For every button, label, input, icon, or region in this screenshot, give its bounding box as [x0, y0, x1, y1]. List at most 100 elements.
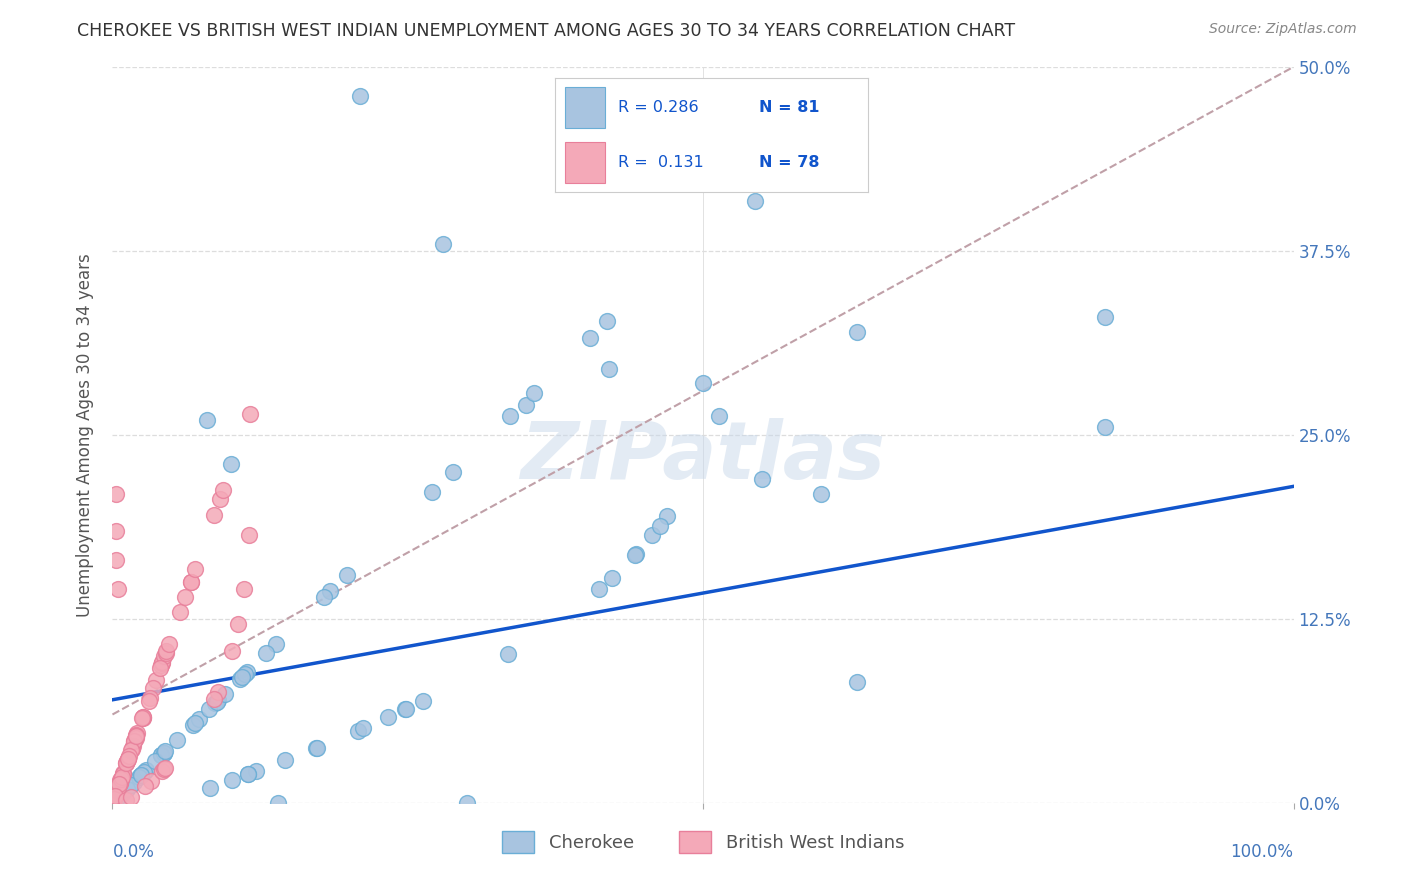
- Point: [155, 644, 177, 658]
- Point: [104, 789, 127, 803]
- Point: [105, 487, 128, 501]
- Point: [239, 407, 262, 421]
- Point: [319, 583, 342, 598]
- Point: [129, 768, 152, 782]
- Point: [641, 528, 664, 542]
- Point: [108, 777, 131, 791]
- Point: [207, 693, 229, 707]
- Point: [125, 730, 148, 744]
- Point: [150, 658, 173, 673]
- Point: [441, 465, 464, 479]
- Point: [129, 768, 152, 782]
- Point: [107, 582, 129, 597]
- Point: [579, 331, 602, 345]
- Point: [744, 194, 766, 208]
- Point: [845, 675, 868, 690]
- Point: [238, 528, 260, 542]
- Point: [124, 731, 146, 745]
- Text: 0.0%: 0.0%: [112, 843, 155, 862]
- Point: [138, 694, 160, 708]
- Point: [115, 756, 138, 771]
- Point: [103, 792, 125, 806]
- Point: [245, 764, 267, 779]
- Point: [515, 398, 537, 412]
- Point: [174, 590, 197, 604]
- Point: [115, 756, 138, 771]
- Point: [209, 491, 232, 506]
- Point: [111, 766, 134, 780]
- Point: [221, 644, 243, 658]
- Point: [180, 575, 202, 590]
- Point: [111, 787, 134, 801]
- Point: [118, 748, 141, 763]
- Point: [134, 779, 156, 793]
- Point: [198, 781, 221, 796]
- Point: [117, 751, 139, 765]
- Point: [131, 710, 153, 724]
- Point: [131, 767, 153, 781]
- Point: [125, 728, 148, 742]
- Point: [600, 571, 623, 585]
- Point: [226, 617, 249, 632]
- Point: [153, 746, 176, 760]
- Point: [233, 666, 256, 681]
- Point: [1094, 420, 1116, 434]
- Point: [751, 472, 773, 486]
- Point: [111, 767, 134, 781]
- Point: [124, 733, 146, 747]
- Point: [122, 775, 145, 789]
- Point: [105, 524, 128, 538]
- Point: [598, 361, 620, 376]
- Point: [121, 739, 143, 753]
- Point: [212, 483, 235, 498]
- Point: [221, 773, 243, 788]
- Point: [132, 709, 155, 723]
- Point: [153, 761, 176, 775]
- Point: [523, 385, 546, 400]
- Point: [238, 767, 260, 781]
- Point: [132, 765, 155, 780]
- Point: [707, 409, 730, 424]
- Point: [236, 767, 259, 781]
- Point: [187, 712, 209, 726]
- Point: [394, 702, 416, 716]
- Point: [110, 772, 132, 786]
- Point: [181, 718, 204, 732]
- Point: [207, 684, 229, 698]
- Point: [810, 487, 832, 501]
- Point: [845, 325, 868, 339]
- Point: [1094, 310, 1116, 325]
- Point: [184, 562, 207, 576]
- Point: [312, 590, 335, 604]
- Point: [120, 743, 142, 757]
- Point: [204, 696, 226, 710]
- Point: [125, 729, 148, 743]
- Text: ZIPatlas: ZIPatlas: [520, 418, 886, 496]
- Point: [143, 755, 166, 769]
- Point: [155, 646, 177, 660]
- Point: [166, 732, 188, 747]
- Point: [588, 582, 610, 596]
- Point: [169, 605, 191, 619]
- Point: [214, 687, 236, 701]
- Point: [110, 773, 132, 788]
- Point: [267, 796, 290, 810]
- Point: [395, 702, 418, 716]
- Point: [254, 646, 277, 660]
- Y-axis label: Unemployment Among Ages 30 to 34 years: Unemployment Among Ages 30 to 34 years: [76, 253, 94, 616]
- Point: [198, 701, 221, 715]
- Point: [115, 793, 138, 807]
- Point: [219, 457, 242, 471]
- Point: [655, 508, 678, 523]
- Point: [104, 787, 127, 801]
- Point: [139, 774, 162, 789]
- Text: Source: ZipAtlas.com: Source: ZipAtlas.com: [1209, 22, 1357, 37]
- Point: [120, 790, 142, 805]
- Legend: Cherokee, British West Indians: Cherokee, British West Indians: [495, 823, 911, 860]
- Point: [377, 710, 399, 724]
- Point: [349, 89, 371, 103]
- Point: [153, 746, 176, 760]
- Point: [264, 637, 287, 651]
- Point: [101, 795, 124, 809]
- Point: [110, 770, 132, 784]
